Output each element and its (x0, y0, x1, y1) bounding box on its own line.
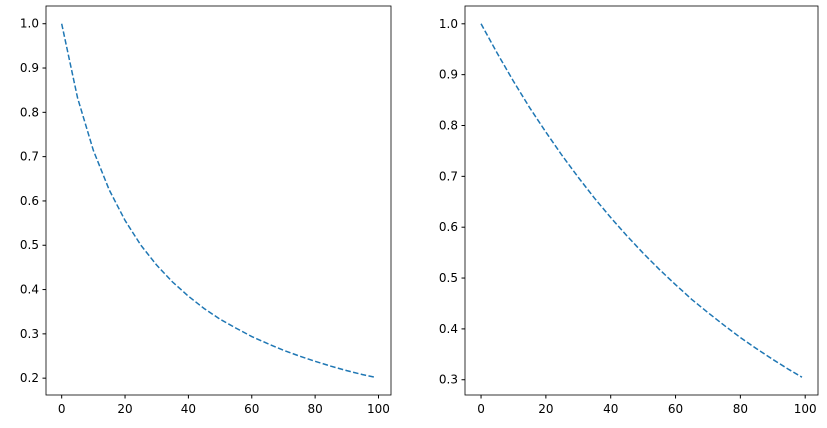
y-tick-label: 0.9 (439, 68, 458, 82)
x-tick-label: 80 (733, 402, 748, 416)
y-tick-label: 0.3 (439, 373, 458, 387)
y-tick-label: 0.4 (439, 322, 458, 336)
y-tick-label: 1.0 (439, 17, 458, 31)
y-tick-label: 1.0 (20, 17, 39, 31)
x-tick-label: 20 (117, 402, 132, 416)
y-tick-label: 0.5 (439, 271, 458, 285)
y-tick-label: 0.2 (20, 371, 39, 385)
x-tick-label: 100 (794, 402, 817, 416)
data-line (60, 23, 376, 379)
y-tick-label: 0.6 (439, 220, 458, 234)
x-tick-label: 0 (477, 402, 485, 416)
y-tick-label: 0.5 (20, 238, 39, 252)
y-tick-label: 0.6 (20, 194, 39, 208)
y-tick-label: 0.8 (20, 105, 39, 119)
axes-frame (45, 5, 392, 396)
y-tick-label: 0.8 (439, 118, 458, 132)
x-tick-label: 100 (367, 402, 390, 416)
y-tick-label: 0.3 (20, 327, 39, 341)
data-line (480, 23, 803, 378)
y-tick-label: 0.9 (20, 61, 39, 75)
x-tick-label: 60 (668, 402, 683, 416)
x-tick-label: 0 (58, 402, 66, 416)
x-tick-label: 60 (244, 402, 259, 416)
y-tick-label: 0.7 (20, 150, 39, 164)
x-tick-label: 40 (181, 402, 196, 416)
x-tick-label: 80 (307, 402, 322, 416)
x-tick-label: 40 (603, 402, 618, 416)
x-tick-label: 20 (538, 402, 553, 416)
axes-frame (464, 5, 819, 396)
y-tick-label: 0.4 (20, 283, 39, 297)
y-tick-label: 0.7 (439, 169, 458, 183)
